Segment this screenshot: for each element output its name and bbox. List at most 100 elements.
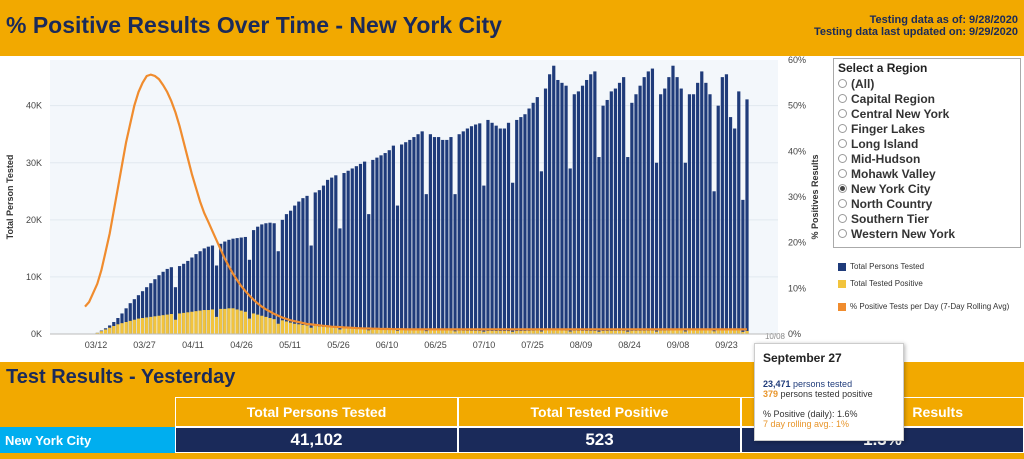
radio-icon[interactable] <box>838 169 847 178</box>
bar-positive <box>145 317 149 334</box>
region-option-north-country[interactable]: North Country <box>838 196 1016 211</box>
bar-tested <box>256 226 260 334</box>
radio-icon[interactable] <box>838 229 847 238</box>
bar-tested <box>190 257 194 334</box>
bar-positive <box>585 330 589 334</box>
tooltip-positive-num: 379 <box>763 389 779 399</box>
bar-tested <box>400 144 404 334</box>
bar-tested <box>280 219 284 334</box>
bar-tested <box>502 128 507 334</box>
region-option-long-island[interactable]: Long Island <box>838 136 1016 151</box>
bar-positive <box>527 330 531 334</box>
bar-tested <box>173 287 178 334</box>
bar-tested <box>490 122 494 335</box>
tooltip-tested-text: persons tested <box>790 379 853 389</box>
bar-tested <box>642 77 646 334</box>
bar-positive <box>437 330 441 334</box>
bar-positive <box>367 330 371 334</box>
bar-tested <box>346 170 350 334</box>
bar-tested <box>494 125 498 334</box>
bar-tested <box>219 243 223 334</box>
bar-tested <box>260 224 264 334</box>
bar-positive <box>136 318 141 334</box>
bar-positive <box>99 331 104 334</box>
region-option-mid-hudson[interactable]: Mid-Hudson <box>838 151 1016 166</box>
bar-positive <box>638 330 642 334</box>
x-tick-label: 03/12 <box>85 340 108 350</box>
radio-icon[interactable] <box>838 94 847 103</box>
tooltip-pct-daily: % Positive (daily): 1.6% <box>763 409 858 419</box>
region-option-label: Central New York <box>851 106 950 121</box>
header-total-tested: Total Persons Tested <box>175 397 458 427</box>
region-option-all[interactable]: (All) <box>838 76 1016 91</box>
bar-positive <box>383 329 387 334</box>
legend: Total Persons Tested Total Tested Positi… <box>838 262 1023 319</box>
region-option-central-new-york[interactable]: Central New York <box>838 106 1016 121</box>
region-option-new-york-city[interactable]: New York City <box>838 181 1016 196</box>
bar-positive <box>297 324 301 334</box>
bar-positive <box>206 310 210 334</box>
radio-icon[interactable] <box>838 199 847 208</box>
bar-tested <box>342 173 346 334</box>
bar-tested <box>691 94 696 334</box>
bar-tested <box>576 91 581 334</box>
region-option-southern-tier[interactable]: Southern Tier <box>838 211 1016 226</box>
bar-tested <box>683 162 687 334</box>
bar-tested <box>420 131 424 334</box>
bar-positive <box>556 330 560 334</box>
updated-on: Testing data last updated on: 9/29/2020 <box>814 26 1018 38</box>
tooltip-positive-text: persons tested positive <box>778 389 873 399</box>
bar-positive <box>395 330 400 334</box>
region-option-western-new-york[interactable]: Western New York <box>838 226 1016 241</box>
chart-area: 0K 10K 20K 30K 40K 0% 10% 20% 30% 40% 50% 60% Total … <box>0 56 830 356</box>
header: % Positive Results Over Time - New York … <box>0 0 1024 56</box>
bar-tested <box>457 134 461 334</box>
bar-positive <box>687 330 692 334</box>
region-selector-title: Select a Region <box>838 61 928 75</box>
bar-tested <box>601 105 605 334</box>
bar-tested <box>375 157 379 334</box>
bar-tested <box>630 102 634 334</box>
bar-positive <box>482 331 486 334</box>
legend-swatch-positive <box>838 279 846 288</box>
radio-icon[interactable] <box>838 109 847 118</box>
bar-positive <box>622 330 626 334</box>
radio-icon[interactable] <box>838 139 847 148</box>
bar-positive <box>391 329 395 334</box>
radio-icon[interactable] <box>838 124 847 133</box>
bar-tested <box>572 94 576 334</box>
region-option-capital-region[interactable]: Capital Region <box>838 91 1016 106</box>
bar-tested <box>733 128 737 334</box>
bar-positive <box>309 327 313 334</box>
region-option-finger-lakes[interactable]: Finger Lakes <box>838 121 1016 136</box>
bar-positive <box>572 330 576 334</box>
bar-tested <box>675 77 679 334</box>
radio-icon[interactable] <box>838 184 847 193</box>
bar-tested <box>251 230 256 334</box>
region-option-label: North Country <box>851 196 933 211</box>
radio-icon[interactable] <box>838 214 847 223</box>
bar-tested <box>515 119 519 334</box>
bar-positive <box>350 328 354 334</box>
tooltip-tested: 23,471 persons tested <box>763 379 895 389</box>
bar-tested <box>186 260 190 334</box>
x-tick-label: 07/25 <box>521 340 544 350</box>
bar-tested <box>338 228 342 334</box>
bar-tested <box>317 190 321 334</box>
bar-positive <box>675 330 679 334</box>
radio-icon[interactable] <box>838 79 847 88</box>
y2-axis-label: % Positives Results <box>810 154 820 239</box>
page-title: % Positive Results Over Time - New York … <box>6 12 502 38</box>
bar-tested <box>202 248 206 334</box>
bar-tested <box>548 74 552 334</box>
region-option-mohawk-valley[interactable]: Mohawk Valley <box>838 166 1016 181</box>
radio-icon[interactable] <box>838 154 847 163</box>
bar-tested <box>568 168 572 334</box>
bar-tested <box>593 71 597 335</box>
bar-tested <box>161 271 165 334</box>
bar-positive <box>210 309 215 334</box>
bar-positive <box>613 330 618 334</box>
bar-positive <box>124 322 128 334</box>
bar-positive <box>642 330 646 334</box>
bar-positive <box>214 316 219 334</box>
